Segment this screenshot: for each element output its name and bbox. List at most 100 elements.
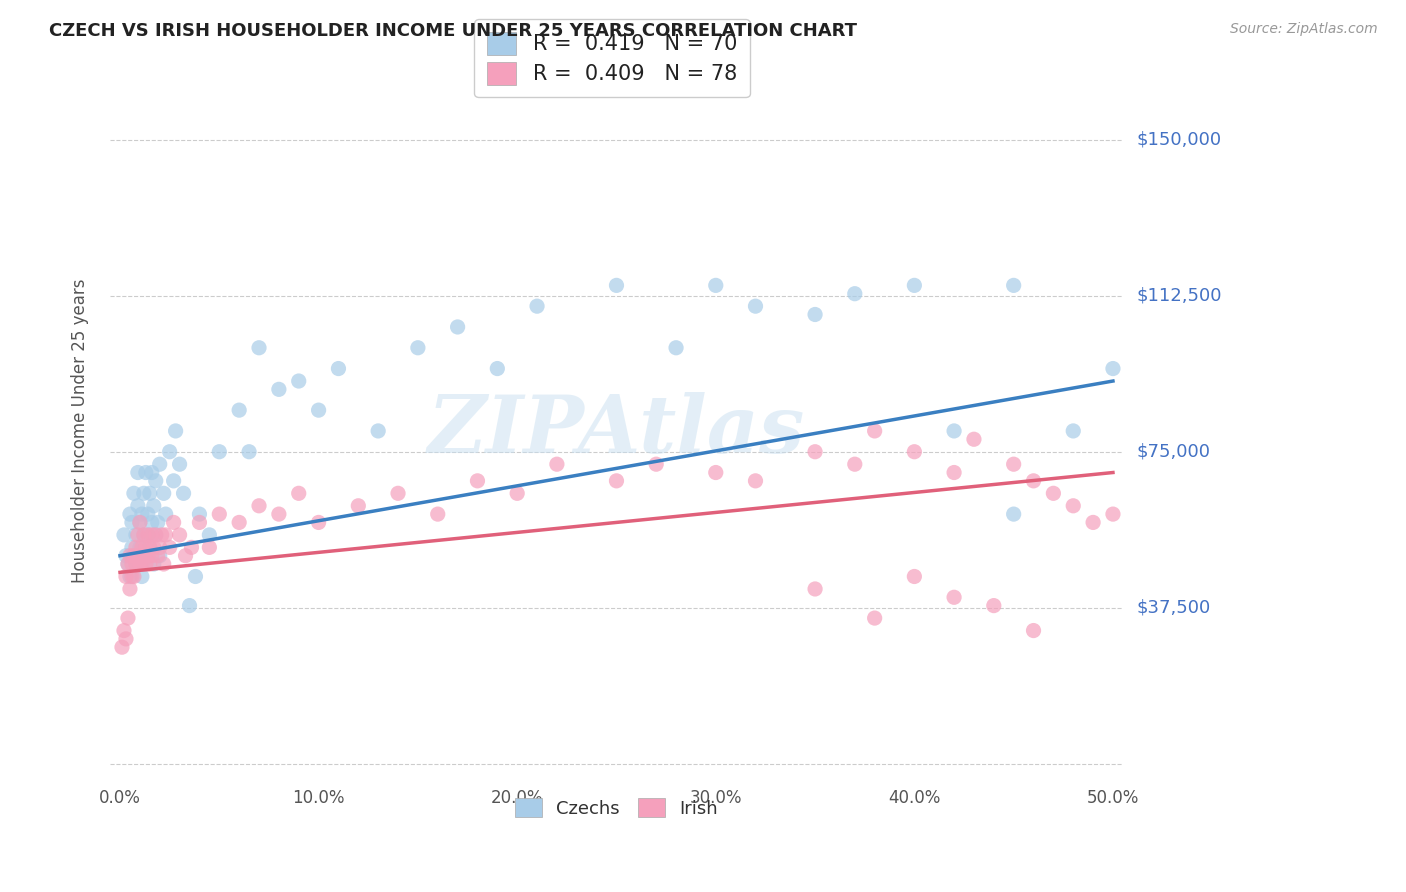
Point xyxy=(145,528,167,542)
Point xyxy=(367,424,389,438)
Point xyxy=(287,486,309,500)
Point xyxy=(645,457,668,471)
Point xyxy=(128,516,150,530)
Point xyxy=(122,549,145,563)
Point xyxy=(118,549,141,563)
Point xyxy=(121,516,143,530)
Point xyxy=(179,599,201,613)
Point xyxy=(139,541,162,555)
Point xyxy=(943,424,966,438)
Point xyxy=(118,582,141,596)
Text: ZIPAtlas: ZIPAtlas xyxy=(427,392,806,470)
Point xyxy=(141,528,163,542)
Point xyxy=(139,557,162,571)
Point xyxy=(1042,486,1064,500)
Point xyxy=(132,549,155,563)
Point xyxy=(169,528,191,542)
Point xyxy=(1062,424,1084,438)
Point xyxy=(605,278,627,293)
Point xyxy=(142,541,165,555)
Point xyxy=(387,486,409,500)
Point xyxy=(125,541,148,555)
Point xyxy=(122,486,145,500)
Point xyxy=(1002,278,1025,293)
Point xyxy=(141,466,163,480)
Point xyxy=(446,320,468,334)
Point xyxy=(247,499,270,513)
Point xyxy=(142,557,165,571)
Point xyxy=(117,557,139,571)
Point xyxy=(139,541,162,555)
Point xyxy=(184,569,207,583)
Text: $75,000: $75,000 xyxy=(1137,442,1211,461)
Point xyxy=(117,557,139,571)
Point xyxy=(943,591,966,605)
Point xyxy=(131,507,153,521)
Legend: Czechs, Irish: Czechs, Irish xyxy=(508,791,725,825)
Point xyxy=(863,611,886,625)
Point xyxy=(486,361,509,376)
Point xyxy=(506,486,529,500)
Point xyxy=(347,499,370,513)
Point xyxy=(115,549,138,563)
Point xyxy=(146,549,169,563)
Point xyxy=(1102,507,1125,521)
Point xyxy=(159,444,181,458)
Point xyxy=(127,549,149,563)
Point xyxy=(165,424,187,438)
Point xyxy=(131,557,153,571)
Point xyxy=(903,278,925,293)
Point xyxy=(188,507,211,521)
Point xyxy=(943,466,966,480)
Point xyxy=(605,474,627,488)
Point xyxy=(128,541,150,555)
Point xyxy=(117,611,139,625)
Point xyxy=(149,549,172,563)
Point xyxy=(247,341,270,355)
Point xyxy=(135,557,157,571)
Point xyxy=(162,474,184,488)
Point xyxy=(128,557,150,571)
Point xyxy=(526,299,548,313)
Point xyxy=(146,516,169,530)
Point xyxy=(132,528,155,542)
Point xyxy=(118,569,141,583)
Point xyxy=(125,528,148,542)
Point xyxy=(1002,507,1025,521)
Point xyxy=(308,516,330,530)
Point xyxy=(665,341,688,355)
Point xyxy=(169,457,191,471)
Point xyxy=(152,486,174,500)
Point xyxy=(112,624,135,638)
Point xyxy=(132,528,155,542)
Point xyxy=(121,557,143,571)
Point xyxy=(704,466,727,480)
Point xyxy=(155,528,177,542)
Point xyxy=(136,528,159,542)
Point xyxy=(328,361,350,376)
Point xyxy=(173,486,195,500)
Point xyxy=(111,640,134,655)
Point xyxy=(159,541,181,555)
Point xyxy=(267,382,290,396)
Point xyxy=(162,516,184,530)
Point xyxy=(198,541,221,555)
Point xyxy=(1002,457,1025,471)
Point xyxy=(121,569,143,583)
Point xyxy=(983,599,1005,613)
Point xyxy=(467,474,489,488)
Point xyxy=(121,541,143,555)
Point xyxy=(1022,474,1045,488)
Text: $150,000: $150,000 xyxy=(1137,131,1222,149)
Point xyxy=(150,528,173,542)
Point xyxy=(903,444,925,458)
Point xyxy=(228,516,250,530)
Point xyxy=(132,486,155,500)
Point xyxy=(136,549,159,563)
Point xyxy=(122,569,145,583)
Point xyxy=(844,286,866,301)
Point xyxy=(744,474,766,488)
Point xyxy=(804,582,827,596)
Point xyxy=(145,528,167,542)
Y-axis label: Householder Income Under 25 years: Householder Income Under 25 years xyxy=(72,278,89,583)
